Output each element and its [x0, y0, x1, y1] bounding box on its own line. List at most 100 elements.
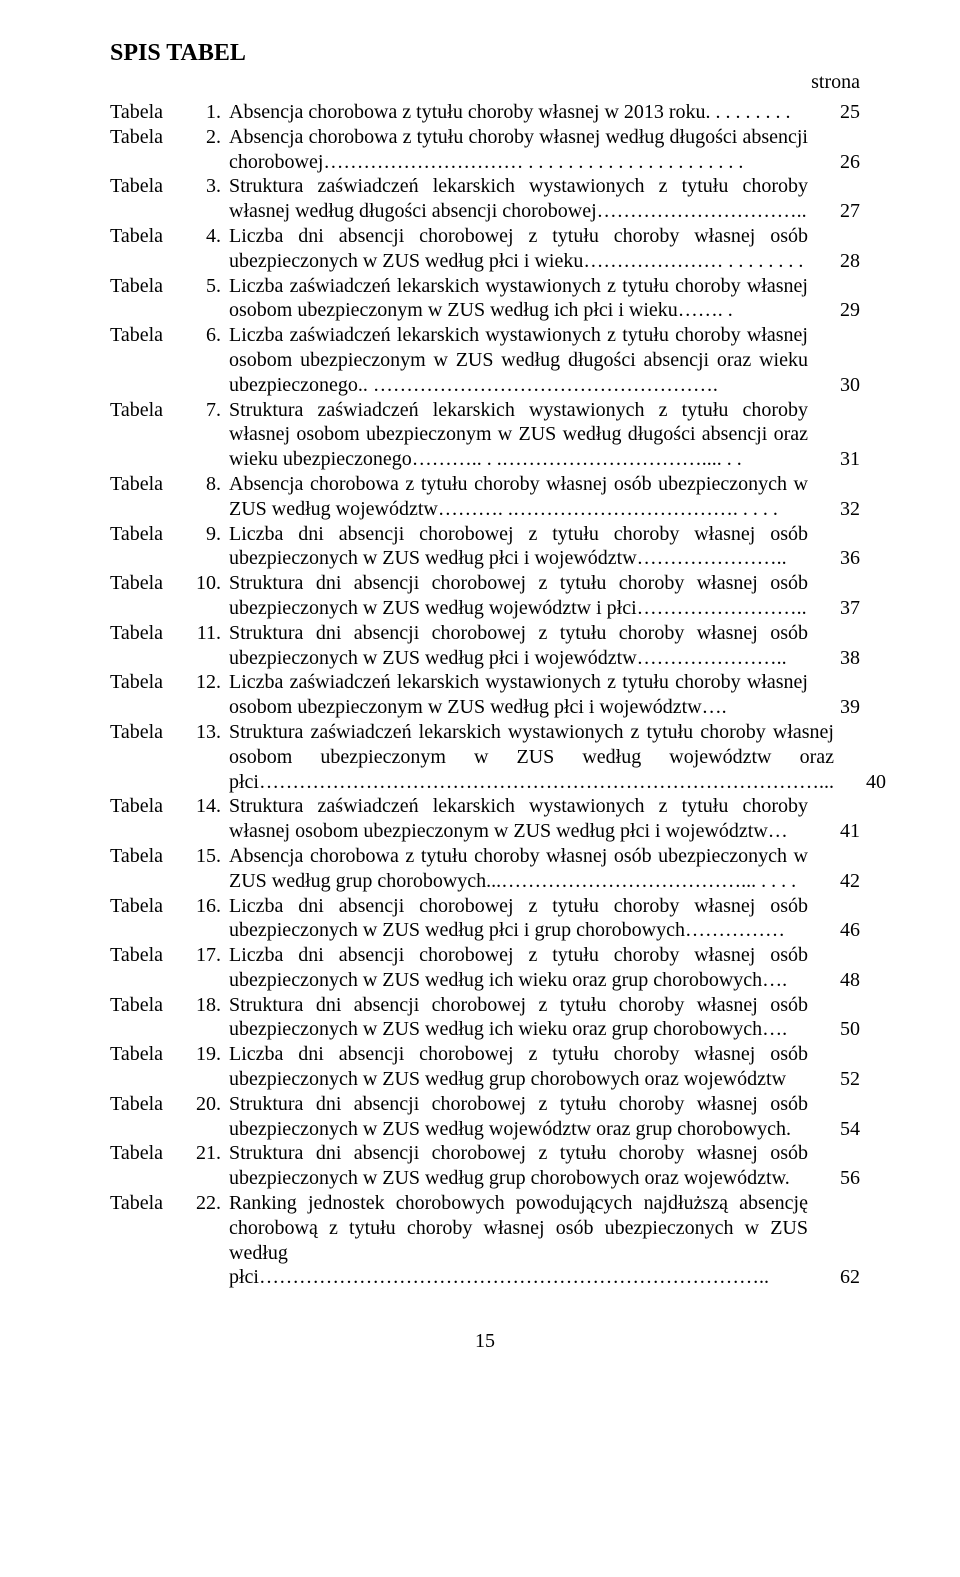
document-page: SPIS TABEL strona Tabela1.Absencja choro… — [0, 0, 960, 1393]
entry-description: Liczba zaświadczeń lekarskich wystawiony… — [229, 274, 820, 324]
entry-description: Struktura dni absencji chorobowej z tytu… — [229, 993, 820, 1043]
entry-number: 1. — [185, 100, 229, 125]
entry-description: Ranking jednostek chorobowych powodujący… — [229, 1191, 820, 1290]
entry-label: Tabela — [110, 1042, 185, 1092]
entry-label: Tabela — [110, 1141, 185, 1191]
table-of-contents: Tabela1.Absencja chorobowa z tytułu chor… — [110, 100, 860, 1290]
entry-page: 30 — [820, 373, 860, 398]
entry-label: Tabela — [110, 1092, 185, 1142]
entry-label: Tabela — [110, 993, 185, 1043]
toc-entry: Tabela11.Struktura dni absencji chorobow… — [110, 621, 860, 671]
entry-page: 36 — [820, 546, 860, 571]
entry-page: 29 — [820, 298, 860, 323]
entry-description: Struktura zaświadczeń lekarskich wystawi… — [229, 794, 820, 844]
entry-label: Tabela — [110, 621, 185, 671]
entry-number: 11. — [185, 621, 229, 671]
toc-entry: Tabela8.Absencja chorobowa z tytułu chor… — [110, 472, 860, 522]
entry-page: 50 — [820, 1017, 860, 1042]
entry-description: Struktura dni absencji chorobowej z tytu… — [229, 1092, 820, 1142]
toc-entry: Tabela22.Ranking jednostek chorobowych p… — [110, 1191, 860, 1290]
entry-number: 10. — [185, 571, 229, 621]
toc-entry: Tabela21.Struktura dni absencji chorobow… — [110, 1141, 860, 1191]
entry-label: Tabela — [110, 100, 185, 125]
entry-description: Liczba dni absencji chorobowej z tytułu … — [229, 943, 820, 993]
entry-label: Tabela — [110, 720, 185, 794]
entry-label: Tabela — [110, 670, 185, 720]
entry-label: Tabela — [110, 472, 185, 522]
entry-number: 22. — [185, 1191, 229, 1290]
entry-page: 38 — [820, 646, 860, 671]
entry-description: Absencja chorobowa z tytułu choroby włas… — [229, 472, 820, 522]
entry-page: 41 — [820, 819, 860, 844]
entry-page: 40 — [846, 770, 886, 795]
entry-label: Tabela — [110, 274, 185, 324]
toc-entry: Tabela16.Liczba dni absencji chorobowej … — [110, 894, 860, 944]
toc-entry: Tabela15.Absencja chorobowa z tytułu cho… — [110, 844, 860, 894]
entry-number: 5. — [185, 274, 229, 324]
entry-page: 56 — [820, 1166, 860, 1191]
entry-description: Liczba dni absencji chorobowej z tytułu … — [229, 894, 820, 944]
entry-description: Liczba zaświadczeń lekarskich wystawiony… — [229, 323, 820, 397]
entry-page: 39 — [820, 695, 860, 720]
entry-description: Struktura zaświadczeń lekarskich wystawi… — [229, 398, 820, 472]
entry-description: Struktura dni absencji chorobowej z tytu… — [229, 1141, 820, 1191]
entry-number: 19. — [185, 1042, 229, 1092]
entry-label: Tabela — [110, 522, 185, 572]
entry-description: Struktura zaświadczeń lekarskich wystawi… — [229, 174, 820, 224]
entry-number: 3. — [185, 174, 229, 224]
entry-label: Tabela — [110, 398, 185, 472]
page-title: SPIS TABEL — [110, 40, 860, 67]
entry-page: 32 — [820, 497, 860, 522]
toc-entry: Tabela12.Liczba zaświadczeń lekarskich w… — [110, 670, 860, 720]
entry-number: 21. — [185, 1141, 229, 1191]
entry-description: Absencja chorobowa z tytułu choroby włas… — [229, 100, 820, 125]
toc-entry: Tabela20.Struktura dni absencji chorobow… — [110, 1092, 860, 1142]
entry-page: 25 — [820, 100, 860, 125]
entry-number: 15. — [185, 844, 229, 894]
entry-number: 4. — [185, 224, 229, 274]
entry-page: 54 — [820, 1117, 860, 1142]
entry-label: Tabela — [110, 174, 185, 224]
entry-description: Struktura zaświadczeń lekarskich wystawi… — [229, 720, 846, 794]
entry-number: 6. — [185, 323, 229, 397]
entry-number: 7. — [185, 398, 229, 472]
toc-entry: Tabela2.Absencja chorobowa z tytułu chor… — [110, 125, 860, 175]
entry-description: Liczba dni absencji chorobowej z tytułu … — [229, 224, 820, 274]
page-number: 15 — [110, 1330, 860, 1353]
entry-label: Tabela — [110, 1191, 185, 1290]
toc-entry: Tabela4.Liczba dni absencji chorobowej z… — [110, 224, 860, 274]
toc-entry: Tabela7.Struktura zaświadczeń lekarskich… — [110, 398, 860, 472]
entry-number: 14. — [185, 794, 229, 844]
entry-description: Struktura dni absencji chorobowej z tytu… — [229, 621, 820, 671]
entry-number: 13. — [185, 720, 229, 794]
entry-label: Tabela — [110, 844, 185, 894]
entry-number: 2. — [185, 125, 229, 175]
entry-page: 46 — [820, 918, 860, 943]
entry-page: 42 — [820, 869, 860, 894]
entry-label: Tabela — [110, 794, 185, 844]
entry-page: 27 — [820, 199, 860, 224]
entry-label: Tabela — [110, 323, 185, 397]
toc-entry: Tabela9.Liczba dni absencji chorobowej z… — [110, 522, 860, 572]
entry-page: 52 — [820, 1067, 860, 1092]
entry-number: 17. — [185, 943, 229, 993]
toc-entry: Tabela14.Struktura zaświadczeń lekarskic… — [110, 794, 860, 844]
entry-description: Liczba dni absencji chorobowej z tytułu … — [229, 522, 820, 572]
entry-number: 8. — [185, 472, 229, 522]
entry-number: 20. — [185, 1092, 229, 1142]
entry-page: 62 — [820, 1265, 860, 1290]
toc-entry: Tabela13.Struktura zaświadczeń lekarskic… — [110, 720, 860, 794]
toc-entry: Tabela1.Absencja chorobowa z tytułu chor… — [110, 100, 860, 125]
entry-label: Tabela — [110, 943, 185, 993]
toc-entry: Tabela10.Struktura dni absencji chorobow… — [110, 571, 860, 621]
toc-entry: Tabela6.Liczba zaświadczeń lekarskich wy… — [110, 323, 860, 397]
entry-number: 9. — [185, 522, 229, 572]
entry-number: 16. — [185, 894, 229, 944]
entry-number: 18. — [185, 993, 229, 1043]
entry-page: 28 — [820, 249, 860, 274]
entry-label: Tabela — [110, 894, 185, 944]
entry-description: Liczba zaświadczeń lekarskich wystawiony… — [229, 670, 820, 720]
entry-description: Struktura dni absencji chorobowej z tytu… — [229, 571, 820, 621]
entry-label: Tabela — [110, 224, 185, 274]
toc-entry: Tabela3.Struktura zaświadczeń lekarskich… — [110, 174, 860, 224]
